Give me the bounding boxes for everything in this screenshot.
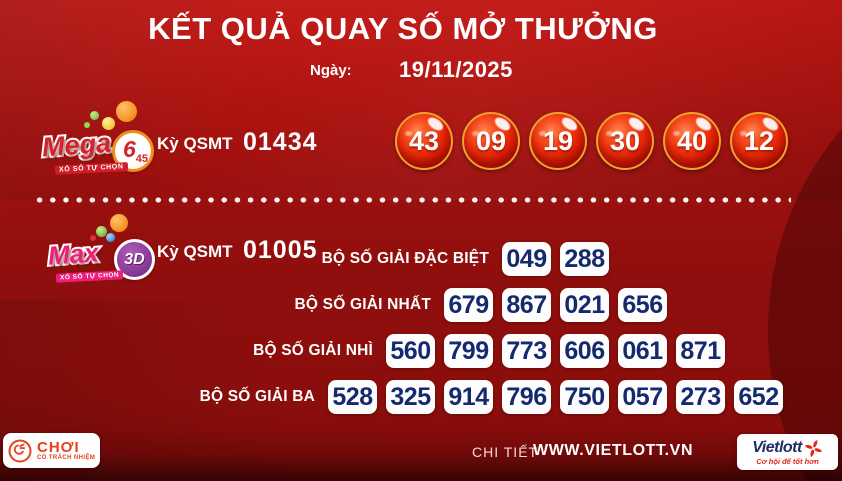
logo-ball-yellow-icon [102, 117, 115, 130]
prize-number-tile: 652 [734, 380, 783, 414]
lottery-ball: 09 [462, 112, 520, 170]
prize-number-tile: 656 [618, 288, 667, 322]
prize-number-tile: 773 [502, 334, 551, 368]
prize-row-first: BỘ SỐ GIẢI NHẤT 679 867 021 656 [201, 288, 667, 322]
date-label: Ngày: [310, 62, 352, 79]
prize-label: BỘ SỐ GIẢI NHÌ [253, 342, 373, 359]
lottery-ball: 43 [395, 112, 453, 170]
prize-number-tile: 021 [560, 288, 609, 322]
mega-draw-label: Kỳ QSMT [157, 134, 233, 153]
prize-tiles: 049 288 [502, 242, 609, 276]
page-title: KẾT QUẢ QUAY SỐ MỞ THƯỞNG [148, 11, 658, 46]
vietlott-tagline: Cơ hội để tốt hơn [756, 456, 819, 466]
mega-draw-id: 01434 [243, 128, 318, 156]
logo-ball-blue-icon [106, 233, 115, 242]
website-link[interactable]: WWW.VIETLOTT.VN [533, 442, 694, 459]
lottery-ball: 30 [596, 112, 654, 170]
max3d-draw-label: Kỳ QSMT [157, 242, 233, 261]
max-3d-text: 3D [124, 250, 145, 268]
prize-row-special: BỘ SỐ GIẢI ĐẶC BIỆT 049 288 [259, 242, 609, 276]
logo-ball-green-icon [96, 226, 107, 237]
responsible-play-title: CHƠI [37, 438, 80, 456]
prize-number-tile: 606 [560, 334, 609, 368]
max-brand-text: Max [45, 235, 102, 272]
logo-ball-green-icon [90, 111, 99, 120]
prize-number-tile: 273 [676, 380, 725, 414]
prize-tiles: 528 325 914 796 750 057 273 652 [328, 380, 783, 414]
logo-ball-lime-icon [84, 122, 90, 128]
prize-row-third: BỘ SỐ GIẢI BA 528 325 914 796 750 057 27… [85, 380, 783, 414]
lottery-ball: 12 [730, 112, 788, 170]
prize-number-tile: 750 [560, 380, 609, 414]
prize-number-tile: 914 [444, 380, 493, 414]
prize-number-tile: 867 [502, 288, 551, 322]
logo-ball-orange-icon [110, 214, 128, 232]
logo-ball-red-icon [90, 235, 96, 241]
dotted-divider [33, 197, 791, 203]
max-tagline: XỔ SỐ TỰ CHỌN [55, 270, 124, 283]
mega-645-circle: 6 45 [112, 130, 154, 172]
vietlott-brand-text: Vietlott [752, 439, 802, 456]
date-value: 19/11/2025 [399, 57, 513, 82]
prize-number-tile: 871 [676, 334, 725, 368]
prize-tiles: 560 799 773 606 061 871 [386, 334, 725, 368]
mega-six-text: 6 [123, 136, 136, 162]
prize-label: BỘ SỐ GIẢI NHẤT [294, 296, 431, 313]
prize-number-tile: 288 [560, 242, 609, 276]
prize-number-tile: 049 [502, 242, 551, 276]
mega-645-logo: Mega 6 45 XỔ SỐ TỰ CHỌN [39, 101, 158, 180]
prize-number-tile: 325 [386, 380, 435, 414]
max3d-draw-id: 01005 [243, 236, 318, 264]
detail-label: CHI TIẾT [472, 444, 539, 460]
prize-number-tile: 061 [618, 334, 667, 368]
prize-number-tile: 796 [502, 380, 551, 414]
mega-drawn-balls: 43 09 19 30 40 12 [395, 112, 788, 170]
prize-number-tile: 679 [444, 288, 493, 322]
prize-label: BỘ SỐ GIẢI BA [199, 388, 315, 405]
footer-band [0, 431, 842, 481]
prize-number-tile: 057 [618, 380, 667, 414]
responsible-play-badge: CHƠI CÓ TRÁCH NHIỆM [3, 433, 100, 468]
max-3d-logo: Max 3D XỔ SỐ TỰ CHỌN [45, 214, 160, 285]
vietlott-logo-badge: Vietlott Cơ hội để tốt hơn [737, 434, 838, 470]
prize-row-second: BỘ SỐ GIẢI NHÌ 560 799 773 606 061 871 [143, 334, 725, 368]
mega-45-text: 45 [135, 153, 148, 165]
max-3d-circle: 3D [114, 239, 155, 280]
logo-ball-orange-icon [116, 101, 137, 122]
prize-number-tile: 799 [444, 334, 493, 368]
responsible-play-subtitle: CÓ TRÁCH NHIỆM [37, 454, 96, 461]
prize-tiles: 679 867 021 656 [444, 288, 667, 322]
mega-tagline: XỔ SỐ TỰ CHỌN [54, 162, 128, 175]
mega-brand-text: Mega [39, 126, 114, 165]
lottery-ball: 40 [663, 112, 721, 170]
prize-number-tile: 528 [328, 380, 377, 414]
prize-number-tile: 560 [386, 334, 435, 368]
prize-label: BỘ SỐ GIẢI ĐẶC BIỆT [321, 250, 489, 267]
vietlott-pinwheel-icon [804, 439, 822, 457]
lottery-ball: 19 [529, 112, 587, 170]
responsible-play-hand-icon [8, 439, 32, 462]
